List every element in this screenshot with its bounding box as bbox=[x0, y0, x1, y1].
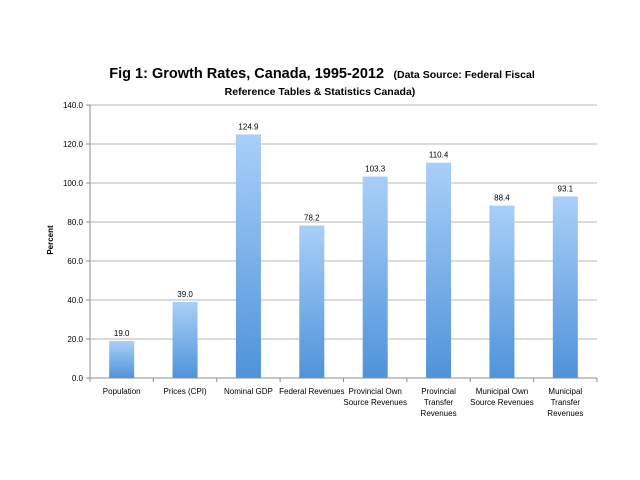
y-tick-label: 140.0 bbox=[63, 101, 84, 110]
bar bbox=[172, 301, 198, 378]
chart-title-source: (Data Source: Federal Fiscal bbox=[394, 69, 535, 81]
axes bbox=[89, 105, 598, 382]
y-tick-label: 120.0 bbox=[63, 140, 84, 149]
x-category-label-line: Transfer bbox=[551, 398, 581, 407]
x-category-label-line: Source Revenues bbox=[470, 398, 534, 407]
data-label: 78.2 bbox=[304, 214, 320, 223]
x-category-label: Municipal Own Source Revenues bbox=[470, 387, 534, 407]
data-label: 39.0 bbox=[177, 290, 193, 299]
bar bbox=[362, 176, 388, 378]
bar bbox=[299, 225, 325, 378]
x-category-label-line: Federal Revenues bbox=[279, 387, 344, 396]
bar bbox=[109, 340, 135, 378]
x-category-label: Provincial Transfer Revenues bbox=[421, 387, 457, 418]
y-tick-label: 0.0 bbox=[72, 374, 84, 383]
x-category-label-line: Municipal Own bbox=[476, 387, 528, 396]
x-category-label-line: Population bbox=[103, 387, 141, 396]
x-category-label-line: Prices (CPI) bbox=[164, 387, 207, 396]
y-tick-label: 40.0 bbox=[67, 296, 83, 305]
x-category-label: Provincial Own Source Revenues bbox=[343, 387, 407, 407]
x-category-label-line: Revenues bbox=[547, 409, 583, 418]
bar bbox=[489, 205, 515, 378]
bar bbox=[552, 196, 578, 378]
data-label: 88.4 bbox=[494, 194, 510, 203]
data-label: 93.1 bbox=[558, 184, 574, 193]
x-category-label-line: Transfer bbox=[424, 398, 454, 407]
x-category-label-line: Provincial bbox=[421, 387, 456, 396]
x-category-label: Federal Revenues bbox=[279, 387, 344, 396]
x-category-label: Nominal GDP bbox=[224, 387, 273, 396]
y-axis-title: Percent bbox=[46, 225, 55, 255]
x-category-label-line: Municipal bbox=[548, 387, 582, 396]
y-axis-ticks: 0.0 20.0 40.0 60.0 80.0 100.0 120.0 140.0 bbox=[63, 101, 90, 383]
x-category-label: Municipal Transfer Revenues bbox=[547, 387, 583, 418]
chart-title-line2: Reference Tables & Statistics Canada) bbox=[225, 86, 416, 98]
data-label: 110.4 bbox=[429, 151, 449, 160]
bar bbox=[426, 162, 452, 378]
data-label: 19.0 bbox=[114, 329, 130, 338]
y-tick-label: 20.0 bbox=[67, 335, 83, 344]
bars bbox=[109, 134, 578, 378]
bar bbox=[235, 134, 261, 378]
y-tick-label: 80.0 bbox=[67, 218, 83, 227]
y-tick-label: 100.0 bbox=[63, 179, 84, 188]
x-category-label: Population bbox=[103, 387, 141, 396]
x-category-label-line: Revenues bbox=[421, 409, 457, 418]
data-label: 124.9 bbox=[238, 122, 259, 131]
x-category-label-line: Nominal GDP bbox=[224, 387, 273, 396]
chart-title: Fig 1: Growth Rates, Canada, 1995-2012 (… bbox=[109, 65, 535, 82]
chart-title-main: Fig 1: Growth Rates, Canada, 1995-2012 bbox=[109, 66, 384, 82]
x-category-label-line: Provincial Own bbox=[349, 387, 402, 396]
x-axis-categories: Population Prices (CPI) Nominal GDP Federal… bbox=[103, 387, 584, 418]
x-category-label: Prices (CPI) bbox=[164, 387, 207, 396]
data-label: 103.3 bbox=[365, 165, 386, 174]
data-labels: 19.0 39.0 124.9 78.2 103.3 110.4 88.4 93.1 bbox=[114, 122, 574, 338]
grid-lines bbox=[90, 104, 597, 340]
x-category-label-line: Source Revenues bbox=[343, 398, 407, 407]
y-tick-label: 60.0 bbox=[67, 257, 83, 266]
